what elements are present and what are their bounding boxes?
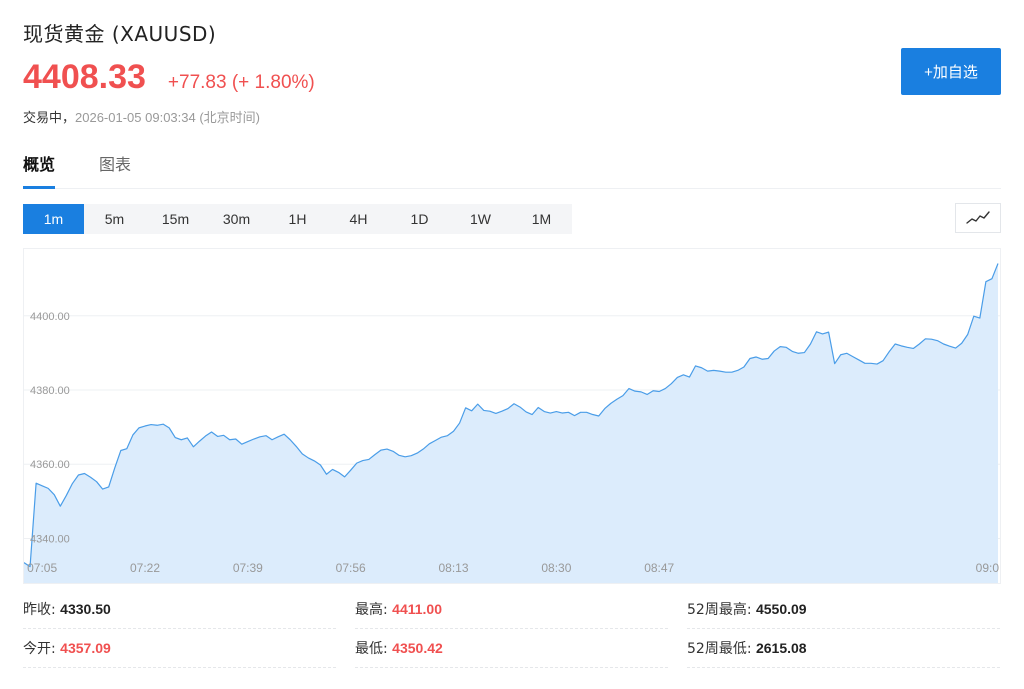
line-chart-icon bbox=[966, 211, 990, 224]
stat-label: 最低: bbox=[355, 641, 388, 657]
stat-label: 最高: bbox=[355, 602, 388, 618]
stat-52w-low: 52周最低: 2615.08 bbox=[687, 629, 1000, 668]
status-label: 交易中， bbox=[23, 111, 76, 126]
stat-label: 52周最高: bbox=[687, 602, 752, 618]
period-selector: 1m 5m 15m 30m 1H 4H 1D 1W 1M bbox=[23, 204, 572, 234]
price-chart-svg: 4340.00 4360.00 4380.00 4400.00 07:05 07:22 07… bbox=[24, 263, 1000, 583]
x-tick-label: 07:05 bbox=[27, 561, 57, 575]
y-tick-label: 4360.00 bbox=[30, 459, 70, 471]
page-title: 现货黄金 (XAUUSD) bbox=[23, 22, 217, 46]
period-5m[interactable]: 5m bbox=[104, 211, 125, 227]
price-change: +77.83 (+ 1.80%) bbox=[167, 72, 315, 93]
stat-value: 4350.42 bbox=[392, 640, 443, 656]
x-tick-label: 07:39 bbox=[233, 561, 263, 575]
stat-value: 2615.08 bbox=[755, 640, 807, 656]
current-price: 4408.33 bbox=[23, 58, 146, 96]
period-30m[interactable]: 30m bbox=[222, 211, 251, 227]
y-tick-label: 4340.00 bbox=[30, 533, 70, 545]
stat-value: 4330.50 bbox=[60, 601, 111, 617]
stat-prev-close: 昨收: 4330.50 bbox=[23, 590, 336, 629]
period-1d[interactable]: 1D bbox=[410, 211, 429, 227]
period-15m[interactable]: 15m bbox=[161, 211, 190, 227]
y-tick-label: 4400.00 bbox=[30, 311, 70, 323]
stats-panel: 昨收: 4330.50 最高: 4411.00 52周最高: 4550.09 今… bbox=[23, 590, 1001, 668]
x-tick-label: 08:47 bbox=[644, 561, 674, 575]
main-tabs: 概览 图表 bbox=[23, 152, 1001, 189]
x-tick-label: 07:22 bbox=[130, 561, 160, 575]
tab-chart[interactable]: 图表 bbox=[99, 155, 132, 174]
x-tick-label: 08:13 bbox=[439, 561, 469, 575]
price-series-line bbox=[24, 263, 999, 568]
quote-timestamp: 2026-01-05 09:03:34 (北京时间) bbox=[75, 110, 260, 125]
stat-value: 4550.09 bbox=[755, 601, 807, 617]
period-1mo[interactable]: 1M bbox=[531, 211, 552, 227]
tab-overview[interactable]: 概览 bbox=[23, 152, 56, 189]
stat-52w-high: 52周最高: 4550.09 bbox=[687, 590, 1000, 629]
x-tick-label: 08:30 bbox=[541, 561, 571, 575]
price-row: 4408.33 +77.83 (+ 1.80%) bbox=[23, 58, 315, 97]
chart-type-button[interactable] bbox=[955, 203, 1001, 233]
stat-low: 最低: 4350.42 bbox=[355, 629, 668, 668]
price-area-fill bbox=[24, 263, 998, 583]
stat-value: 4357.09 bbox=[60, 640, 111, 656]
stat-label: 52周最低: bbox=[687, 641, 752, 657]
y-tick-label: 4380.00 bbox=[30, 385, 70, 397]
period-1w[interactable]: 1W bbox=[470, 211, 491, 227]
stat-high: 最高: 4411.00 bbox=[355, 590, 668, 629]
stat-label: 昨收: bbox=[23, 602, 56, 618]
stat-open: 今开: 4357.09 bbox=[23, 629, 336, 668]
stat-value: 4411.00 bbox=[392, 601, 443, 617]
add-to-watchlist-button[interactable]: +加自选 bbox=[901, 48, 1001, 95]
period-1m[interactable]: 1m bbox=[23, 204, 84, 234]
period-4h[interactable]: 4H bbox=[349, 211, 368, 227]
trading-status: 交易中，2026-01-05 09:03:34 (北京时间) bbox=[23, 107, 260, 126]
x-tick-label: 07:56 bbox=[336, 561, 366, 575]
x-tick-label: 09:0 bbox=[976, 561, 1000, 575]
period-1h[interactable]: 1H bbox=[288, 211, 307, 227]
stat-label: 今开: bbox=[23, 641, 56, 657]
price-chart[interactable]: 4340.00 4360.00 4380.00 4400.00 07:05 07:22 07… bbox=[23, 248, 1001, 584]
